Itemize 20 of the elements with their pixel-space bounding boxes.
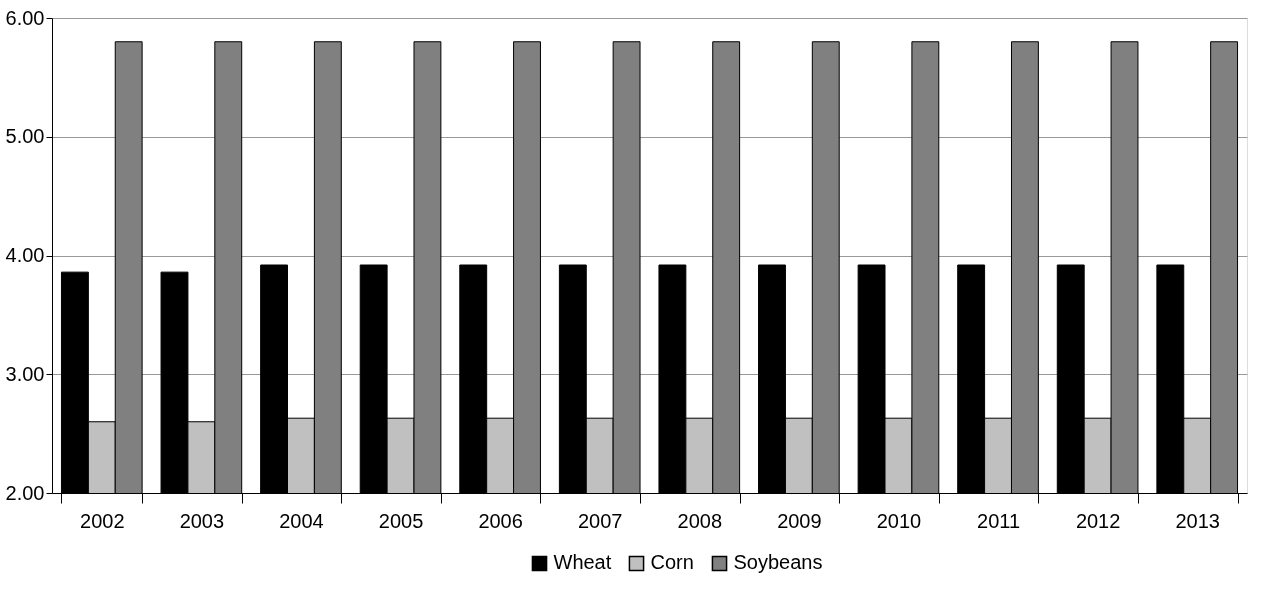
x-tick-label: 2009 (777, 509, 822, 532)
x-tick-label: 2006 (478, 509, 523, 532)
x-tick-label: 2005 (378, 509, 424, 532)
x-tick-label: 2003 (179, 509, 225, 532)
x-tick-label: 2008 (677, 509, 723, 532)
x-tick-label: 2010 (876, 509, 922, 532)
x-tick-label: 2011 (977, 509, 1021, 532)
legend-label: Soybeans (733, 551, 823, 574)
x-tick-label: 2002 (80, 509, 125, 532)
x-tick-label: 2012 (1075, 509, 1121, 532)
x-tick-label: 2004 (279, 509, 324, 532)
legend-label: Corn (650, 551, 694, 574)
y-tick-label: 6.00 (5, 6, 45, 29)
x-tick-label: 2007 (577, 509, 623, 532)
legend-label: Wheat (553, 551, 612, 574)
y-tick-label: 3.00 (5, 362, 45, 385)
y-tick-label: 4.00 (5, 244, 45, 266)
y-tick-label: 2.00 (5, 481, 45, 504)
y-tick-label: 5.00 (5, 125, 45, 148)
x-tick-label: 2013 (1175, 509, 1220, 532)
